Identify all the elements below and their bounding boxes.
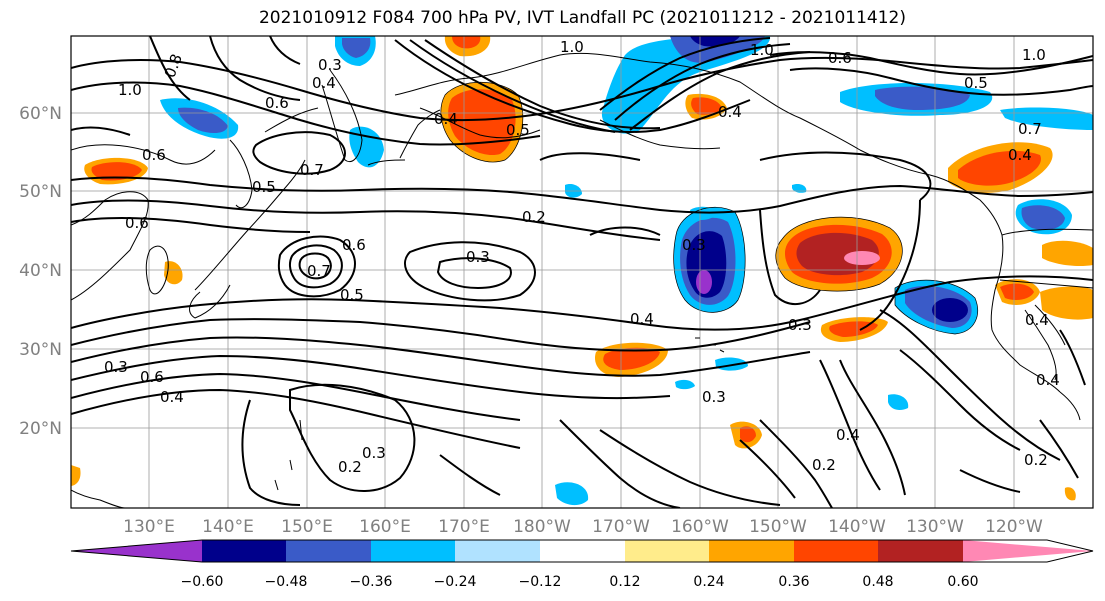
contour-label: 1.0 <box>560 38 584 56</box>
contour-label: 0.4 <box>836 426 860 444</box>
contour-label: 0.4 <box>434 110 458 128</box>
pv-contours <box>71 36 1093 508</box>
colorbar-bin <box>71 540 202 562</box>
contour-label: 0.2 <box>1024 451 1048 469</box>
contour-label: 0.2 <box>812 456 836 474</box>
lon-label: 140°W <box>828 517 886 537</box>
colorbar-tick-label: −0.60 <box>181 574 224 590</box>
contour-label: 0.5 <box>964 74 988 92</box>
colorbar-bin <box>709 540 794 562</box>
contour-label: 0.5 <box>252 178 276 196</box>
latitude-labels: 60°N 50°N 40°N 30°N 20°N <box>19 104 62 439</box>
contour-label: 0.3 <box>466 248 490 266</box>
lon-label: 180°W <box>513 517 571 537</box>
lat-label: 30°N <box>19 340 62 360</box>
contour-label: 0.3 <box>362 444 386 462</box>
colorbar-bin <box>794 540 878 562</box>
contour-label: 0.6 <box>140 368 164 386</box>
lon-label: 140°E <box>202 517 254 537</box>
map-title: 2021010912 F084 700 hPa PV, IVT Landfall… <box>258 8 906 28</box>
lon-label: 150°W <box>749 517 807 537</box>
contour-labels: 1.0 0.8 0.3 0.4 0.6 1.0 0.4 0.5 1.0 0.6 … <box>104 38 1060 476</box>
colorbar-tick-label: −0.36 <box>350 574 393 590</box>
contour-label: 0.4 <box>718 103 742 121</box>
contour-label: 0.7 <box>1018 120 1042 138</box>
lon-label: 170°W <box>592 517 650 537</box>
colorbar-bin <box>455 540 540 562</box>
lat-label: 20°N <box>19 419 62 439</box>
lat-label: 60°N <box>19 104 62 124</box>
contour-label: 0.5 <box>506 121 530 139</box>
colorbar-tick-label: 0.12 <box>609 574 640 590</box>
contour-label: 0.4 <box>160 388 184 406</box>
map-frame <box>70 35 1094 509</box>
contour-label: 0.2 <box>338 458 362 476</box>
negative-anomaly-gulf-alaska <box>601 36 771 134</box>
contour-label: 0.4 <box>630 310 654 328</box>
colorbar-tick-label: 0.48 <box>862 574 893 590</box>
contour-label: 0.5 <box>340 286 364 304</box>
contour-label: 0.4 <box>1036 371 1060 389</box>
contour-label: 1.0 <box>750 41 774 59</box>
graticule <box>71 36 1093 508</box>
colorbar-bin <box>878 540 963 562</box>
lon-label: 130°W <box>906 517 964 537</box>
contour-label: 0.7 <box>307 262 331 280</box>
lat-label: 40°N <box>19 261 62 281</box>
contour-label: 0.7 <box>300 161 324 179</box>
contour-label: 1.0 <box>1022 46 1046 64</box>
colorbar-tick-labels: −0.60 −0.48 −0.36 −0.24 −0.12 0.12 0.24 … <box>181 574 979 590</box>
colorbar-tick-label: −0.48 <box>265 574 308 590</box>
contour-label: 0.3 <box>104 358 128 376</box>
contour-label: 0.6 <box>142 146 166 164</box>
colorbar-bin <box>625 540 709 562</box>
colorbar-tick-label: 0.60 <box>947 574 978 590</box>
colorbar-tick-label: 0.24 <box>693 574 724 590</box>
longitude-labels: 130°E 140°E 150°E 160°E 170°E 180°W 170°… <box>123 517 1043 537</box>
colorbar-bin <box>540 540 625 562</box>
lon-label: 170°E <box>438 517 490 537</box>
colorbar <box>70 539 1094 563</box>
colorbar-tick-label: 0.36 <box>778 574 809 590</box>
shading-outlines <box>440 81 978 335</box>
contour-label: 1.0 <box>118 81 142 99</box>
contour-label: 0.6 <box>342 236 366 254</box>
colorbar-bin <box>371 540 455 562</box>
lon-label: 130°E <box>123 517 175 537</box>
lat-label: 50°N <box>19 182 62 202</box>
contour-label: 0.4 <box>1025 311 1049 329</box>
contour-label: 0.2 <box>522 208 546 226</box>
lon-label: 160°W <box>671 517 729 537</box>
contour-label: 0.6 <box>265 94 289 112</box>
lon-label: 120°W <box>985 517 1043 537</box>
contour-label: 0.3 <box>788 316 812 334</box>
colorbar-tick-label: −0.24 <box>434 574 477 590</box>
colorbar-outline <box>70 539 1094 563</box>
contour-label: 0.4 <box>1008 146 1032 164</box>
lon-label: 150°E <box>281 517 333 537</box>
lon-label: 160°E <box>359 517 411 537</box>
contour-label: 0.6 <box>828 49 852 67</box>
contour-label: 0.3 <box>682 236 706 254</box>
contour-label: 0.4 <box>312 74 336 92</box>
contour-label: 0.6 <box>125 214 149 232</box>
colorbar-bin <box>286 540 371 562</box>
contour-label: 0.3 <box>702 388 726 406</box>
colorbar-tick-label: −0.12 <box>519 574 562 590</box>
contour-label: 0.3 <box>318 56 342 74</box>
colorbar-bin <box>202 540 286 562</box>
colorbar-bin <box>963 540 1093 562</box>
